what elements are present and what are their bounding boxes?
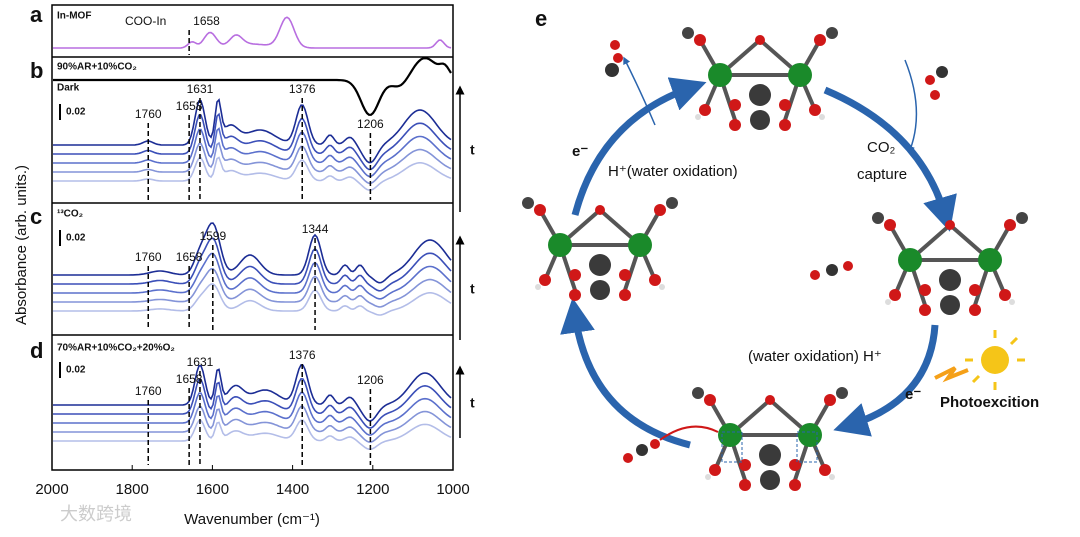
- spectrum: [53, 267, 452, 308]
- peak-label: 1206: [357, 373, 384, 387]
- peak-label: 1760: [135, 250, 162, 264]
- cluster: [690, 385, 850, 493]
- x-tick-label: 1200: [356, 481, 389, 498]
- watermark: 大数跨境: [60, 504, 132, 524]
- scheme-text: (water oxidation) H⁺: [748, 348, 882, 365]
- x-tick-label: 1800: [116, 481, 149, 498]
- x-tick-label: 1000: [436, 481, 469, 498]
- scale-label: 0.02: [66, 107, 86, 118]
- spectrum: [53, 127, 452, 178]
- peak-label: 1344: [302, 222, 329, 236]
- scale-label: 0.02: [66, 233, 86, 244]
- peak-label: 1658: [176, 99, 203, 113]
- x-tick-label: 1400: [276, 481, 309, 498]
- panel-label: b: [30, 58, 43, 83]
- cluster: [680, 25, 840, 133]
- peak-label: 1658: [193, 14, 220, 28]
- spectrum: [53, 156, 452, 191]
- peak-label: 1599: [199, 229, 226, 243]
- scheme-text: e⁻: [905, 386, 921, 403]
- peak-label: 1658: [176, 250, 203, 264]
- spectrum: [53, 237, 452, 292]
- plot-frame: [51, 4, 454, 471]
- x-tick-label: 2000: [35, 481, 68, 498]
- panel-title: 90%AR+10%CO₂: [57, 62, 137, 73]
- panel-title: ¹³CO₂: [57, 209, 83, 220]
- peak-label: 1631: [187, 355, 214, 369]
- spectrum: [53, 364, 452, 422]
- spectrum: [53, 56, 452, 116]
- peak-label: 1760: [135, 384, 162, 398]
- scheme-text: H⁺(water oxidation): [608, 163, 738, 180]
- spectrum: [53, 391, 452, 436]
- peak-label: 1760: [135, 107, 162, 121]
- scheme-text: CO₂: [867, 139, 896, 156]
- panel-title: 70%AR+10%CO₂+20%O₂: [57, 343, 175, 354]
- cluster: [870, 210, 1030, 318]
- panel-label: e: [535, 6, 547, 31]
- peak-label: 1658: [176, 372, 203, 386]
- scheme-text: Photoexcition: [940, 394, 1039, 411]
- spectrum: [53, 16, 452, 49]
- panel-label: a: [30, 2, 43, 27]
- spectrum: [53, 112, 452, 171]
- scheme-text: capture: [857, 166, 907, 183]
- spectra: [53, 16, 452, 450]
- spectrum: [53, 222, 452, 284]
- time-label: t: [470, 395, 475, 411]
- y-axis-label: Absorbance (arb. units.): [13, 165, 30, 325]
- spectrum: [53, 98, 452, 164]
- spectrum: [53, 252, 452, 300]
- x-tick-label: 1600: [196, 481, 229, 498]
- peak-label: 1631: [187, 82, 214, 96]
- panel-title: In-MOF: [57, 11, 91, 22]
- spectrum: [53, 283, 452, 316]
- scheme: e CO₂ capture H⁺(water oxidation) e⁻ (wa…: [520, 6, 1039, 493]
- annotations: 2000 1800 1600 1400 1200 1000 a In-MOF COO-In 165…: [30, 2, 475, 498]
- x-axis-label: Wavenumber (cm⁻¹): [184, 511, 320, 528]
- time-label: t: [470, 281, 475, 297]
- scheme-text: e⁻: [572, 143, 588, 160]
- spectrum: [53, 405, 452, 443]
- peak-label: 1376: [289, 348, 316, 362]
- scale-label: 0.02: [66, 365, 86, 376]
- spectrum: [53, 419, 452, 450]
- panel-label: d: [30, 338, 43, 363]
- peak-label: 1376: [289, 82, 316, 96]
- time-label: t: [470, 142, 475, 158]
- panel-subtitle: Dark: [57, 83, 80, 94]
- peak-label: 1206: [357, 117, 384, 131]
- cluster: [520, 195, 680, 303]
- annotation: COO-In: [125, 14, 166, 28]
- panel-label: c: [30, 204, 42, 229]
- spectrum: [53, 377, 452, 429]
- spectrum: [53, 141, 452, 185]
